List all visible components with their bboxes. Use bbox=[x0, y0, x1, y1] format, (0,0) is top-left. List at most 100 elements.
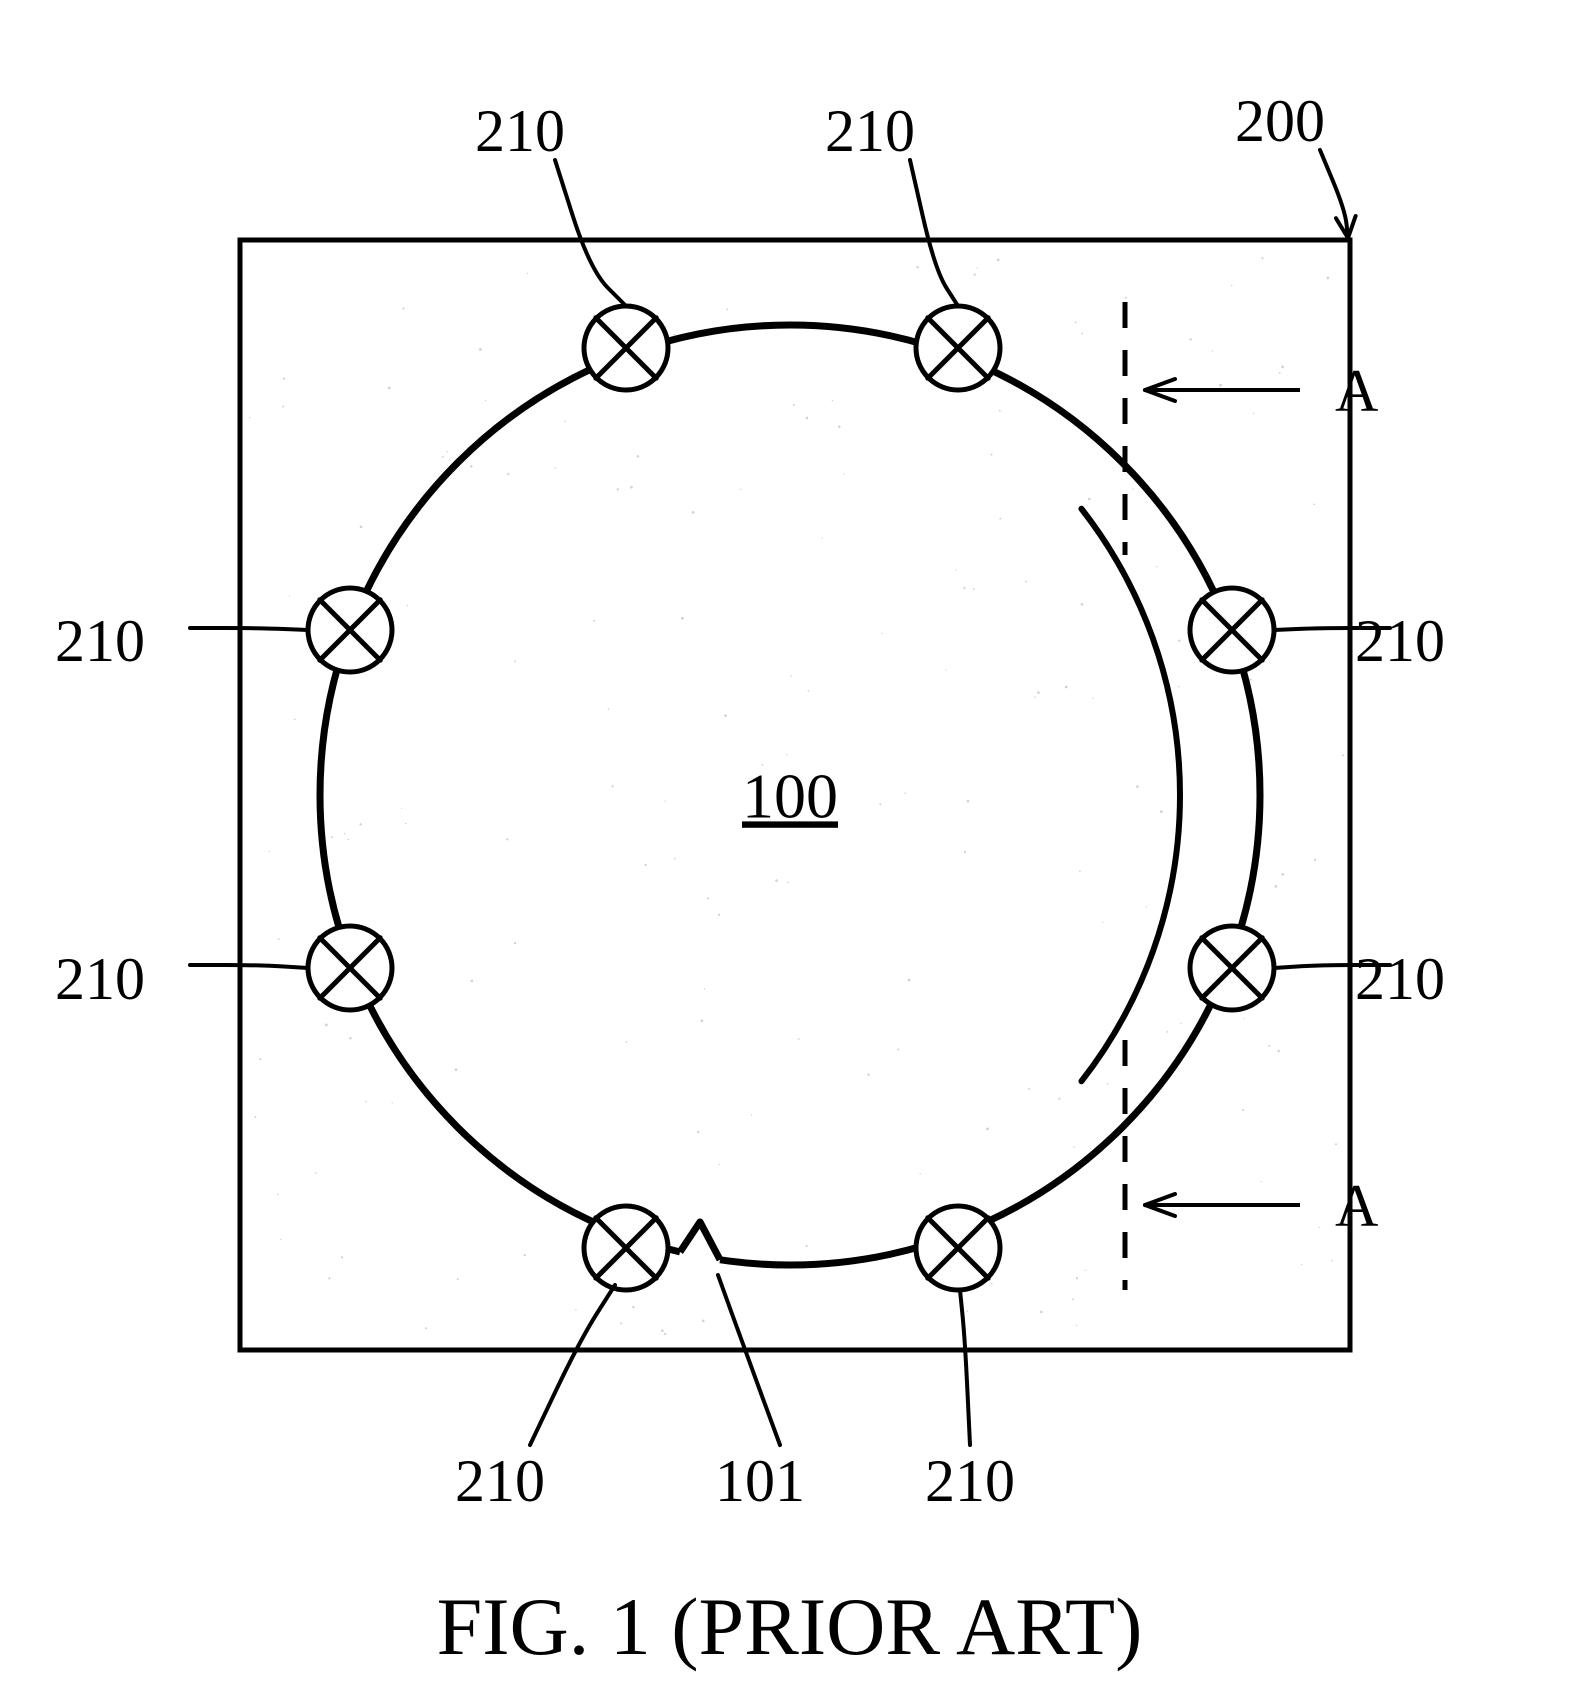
noise-dot bbox=[1326, 277, 1329, 280]
center-label: 100 bbox=[742, 760, 838, 831]
noise-dot bbox=[630, 486, 633, 489]
noise-dot bbox=[806, 417, 809, 420]
noise-dot bbox=[1342, 754, 1344, 756]
clamp-label: 210 bbox=[825, 98, 915, 164]
noise-dot bbox=[626, 1041, 628, 1043]
noise-dot bbox=[1279, 372, 1281, 374]
noise-dot bbox=[446, 451, 448, 453]
noise-dot bbox=[945, 669, 946, 670]
noise-dot bbox=[1092, 697, 1093, 698]
noise-dot bbox=[388, 387, 391, 390]
clamp-label: 210 bbox=[1355, 608, 1445, 674]
noise-dot bbox=[964, 851, 966, 853]
noise-dot bbox=[1102, 922, 1103, 923]
noise-dot bbox=[1146, 906, 1147, 907]
clamp-label: 210 bbox=[475, 98, 565, 164]
noise-dot bbox=[919, 1173, 920, 1174]
clamp-label: 210 bbox=[55, 608, 145, 674]
noise-dot bbox=[1107, 1083, 1109, 1085]
clamp-symbol bbox=[308, 588, 392, 672]
noise-dot bbox=[955, 569, 956, 570]
noise-dot bbox=[882, 633, 883, 634]
noise-dot bbox=[702, 1320, 705, 1323]
noise-dot bbox=[315, 1172, 317, 1174]
noise-dot bbox=[1034, 696, 1036, 698]
noise-dot bbox=[471, 979, 474, 982]
noise-dot bbox=[269, 851, 271, 853]
noise-dot bbox=[289, 596, 290, 597]
noise-dot bbox=[967, 800, 970, 803]
notch-label: 101 bbox=[715, 1448, 805, 1514]
noise-dot bbox=[916, 266, 918, 268]
noise-dot bbox=[718, 914, 720, 916]
noise-dot bbox=[1028, 1088, 1030, 1090]
noise-dot bbox=[664, 800, 665, 801]
noise-dot bbox=[479, 348, 482, 351]
noise-dot bbox=[277, 1194, 279, 1196]
clamp-symbol bbox=[1190, 588, 1274, 672]
noise-dot bbox=[1250, 679, 1252, 681]
noise-dot bbox=[707, 897, 709, 899]
noise-dot bbox=[697, 1131, 699, 1133]
box-label: 200 bbox=[1235, 88, 1325, 154]
clamp-symbol bbox=[584, 306, 668, 390]
noise-dot bbox=[798, 1038, 800, 1040]
noise-dot bbox=[1166, 1031, 1168, 1033]
noise-dot bbox=[999, 410, 1001, 412]
noise-dot bbox=[1180, 1023, 1181, 1024]
noise-dot bbox=[793, 404, 795, 406]
noise-dot bbox=[1318, 1227, 1319, 1228]
noise-dot bbox=[392, 1102, 393, 1103]
noise-dot bbox=[808, 690, 810, 692]
figure-caption: FIG. 1 (PRIOR ART) bbox=[0, 1580, 1579, 1674]
noise-dot bbox=[442, 456, 444, 458]
clamp-label: 210 bbox=[1355, 946, 1445, 1012]
noise-dot bbox=[1065, 686, 1068, 689]
noise-dot bbox=[661, 1329, 664, 1332]
noise-dot bbox=[867, 1074, 869, 1076]
noise-dot bbox=[455, 1068, 458, 1071]
noise-dot bbox=[726, 308, 728, 310]
noise-dot bbox=[608, 708, 610, 710]
noise-dot bbox=[407, 605, 409, 607]
noise-dot bbox=[1212, 350, 1213, 351]
noise-dot bbox=[1058, 1098, 1060, 1100]
noise-dot bbox=[1335, 1143, 1337, 1145]
noise-dot bbox=[1076, 1277, 1078, 1279]
noise-dot bbox=[1260, 1181, 1261, 1182]
noise-dot bbox=[1190, 338, 1192, 340]
noise-dot bbox=[1314, 859, 1316, 861]
noise-dot bbox=[347, 839, 349, 841]
noise-dot bbox=[405, 823, 407, 825]
noise-dot bbox=[341, 1256, 343, 1258]
clamp-label: 210 bbox=[925, 1448, 1015, 1514]
noise-dot bbox=[401, 808, 402, 809]
noise-dot bbox=[1037, 691, 1040, 694]
noise-dot bbox=[986, 1128, 989, 1131]
noise-dot bbox=[611, 785, 613, 787]
noise-dot bbox=[1075, 321, 1077, 323]
noise-dot bbox=[506, 838, 508, 840]
noise-dot bbox=[1132, 488, 1133, 489]
noise-dot bbox=[255, 1116, 257, 1118]
noise-dot bbox=[719, 1164, 720, 1165]
inner-arc bbox=[1081, 509, 1180, 1082]
noise-dot bbox=[1085, 1270, 1086, 1271]
noise-dot bbox=[991, 1283, 993, 1285]
noise-dot bbox=[997, 259, 1000, 262]
noise-dot bbox=[280, 1239, 281, 1240]
noise-dot bbox=[325, 1024, 328, 1027]
noise-dot bbox=[1261, 257, 1263, 259]
noise-dot bbox=[999, 518, 1001, 520]
section-label: A bbox=[1335, 358, 1378, 424]
noise-dot bbox=[359, 823, 361, 825]
noise-dot bbox=[805, 1245, 807, 1247]
noise-dot bbox=[1274, 885, 1277, 888]
clamp-symbol bbox=[308, 926, 392, 1010]
noise-dot bbox=[1253, 413, 1254, 414]
noise-dot bbox=[692, 511, 695, 514]
noise-dot bbox=[575, 1309, 576, 1310]
noise-dot bbox=[1281, 366, 1284, 369]
noise-dot bbox=[564, 420, 566, 422]
noise-dot bbox=[1243, 1018, 1244, 1019]
